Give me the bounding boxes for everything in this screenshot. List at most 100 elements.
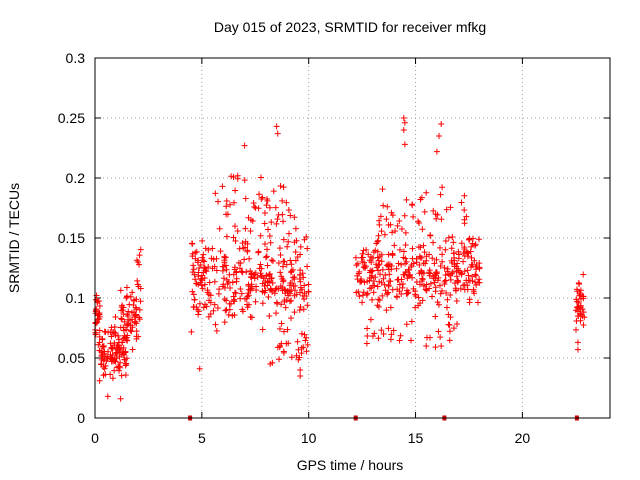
data-point — [389, 229, 396, 236]
data-point — [447, 276, 454, 283]
data-point — [398, 225, 405, 232]
data-point — [133, 305, 140, 312]
data-point — [264, 262, 271, 269]
data-point — [415, 218, 422, 225]
data-point — [390, 327, 397, 334]
data-point — [279, 197, 286, 204]
data-point — [108, 358, 115, 365]
data-point — [226, 271, 233, 278]
data-point — [276, 325, 283, 332]
data-point — [273, 310, 280, 317]
data-point — [116, 367, 123, 374]
data-point — [280, 349, 287, 356]
data-point — [296, 307, 303, 314]
data-point — [471, 290, 478, 297]
data-point — [427, 280, 434, 287]
data-point — [115, 336, 122, 343]
data-point — [268, 219, 275, 226]
data-point — [457, 285, 464, 292]
data-point — [362, 264, 369, 271]
data-point — [438, 343, 445, 349]
data-point — [213, 327, 220, 334]
data-point — [262, 254, 269, 261]
data-point — [276, 245, 283, 252]
data-point — [580, 295, 587, 302]
data-point — [124, 332, 131, 339]
data-point — [304, 341, 311, 348]
data-point — [388, 266, 395, 273]
data-point — [244, 301, 251, 308]
data-point — [99, 343, 106, 350]
data-point — [114, 345, 121, 352]
data-point — [278, 320, 285, 327]
data-point — [298, 330, 305, 337]
data-point — [471, 257, 478, 264]
data-point — [137, 298, 144, 305]
data-point — [128, 309, 135, 316]
data-point — [405, 272, 412, 279]
data-point — [191, 271, 198, 278]
data-point — [374, 238, 381, 245]
data-point — [291, 214, 298, 221]
data-point — [354, 272, 361, 279]
data-point — [112, 350, 119, 357]
data-point — [399, 284, 406, 291]
data-point — [436, 133, 443, 139]
data-point — [366, 257, 373, 264]
data-point — [125, 308, 132, 315]
data-point — [580, 321, 587, 328]
data-point — [223, 306, 230, 313]
data-point — [447, 204, 454, 211]
data-point — [419, 276, 426, 283]
data-point — [250, 199, 257, 206]
grid-lines — [95, 58, 610, 418]
data-point — [470, 286, 477, 293]
data-point — [301, 236, 308, 243]
x-tick-label: 15 — [408, 430, 424, 446]
data-point — [232, 187, 239, 194]
data-point — [380, 202, 387, 209]
data-point — [475, 279, 482, 286]
plot-frame — [94, 57, 611, 419]
data-point — [387, 304, 394, 311]
data-point — [117, 287, 124, 294]
y-tick-label: 0.05 — [58, 350, 85, 366]
data-point — [423, 281, 430, 288]
data-point — [466, 277, 473, 284]
data-point — [576, 292, 583, 299]
data-point — [253, 283, 260, 290]
data-point — [444, 296, 451, 303]
data-point — [259, 194, 266, 201]
data-point — [369, 333, 376, 340]
data-point — [301, 331, 308, 338]
data-point — [474, 299, 481, 306]
data-point — [388, 331, 395, 338]
data-point — [212, 321, 219, 328]
data-point — [265, 279, 272, 286]
data-point — [461, 268, 468, 275]
data-point — [98, 349, 105, 356]
data-point — [305, 281, 312, 288]
x-axis-label: GPS time / hours — [297, 457, 404, 473]
data-point — [275, 259, 282, 266]
data-point — [450, 325, 457, 332]
data-point — [473, 272, 480, 279]
data-point — [284, 326, 291, 333]
data-point — [375, 303, 382, 310]
data-point — [223, 233, 230, 240]
data-point — [201, 281, 208, 288]
data-point — [396, 217, 403, 224]
data-point — [263, 253, 270, 260]
data-point — [279, 287, 286, 294]
data-point — [129, 346, 136, 353]
data-point — [198, 282, 205, 289]
data-point — [216, 225, 223, 232]
data-point — [359, 299, 366, 306]
data-point — [191, 296, 198, 303]
data-point — [239, 269, 246, 276]
data-point — [119, 307, 126, 314]
data-point — [437, 290, 444, 297]
data-point — [431, 279, 438, 286]
data-point — [273, 285, 280, 292]
data-point — [370, 249, 377, 256]
